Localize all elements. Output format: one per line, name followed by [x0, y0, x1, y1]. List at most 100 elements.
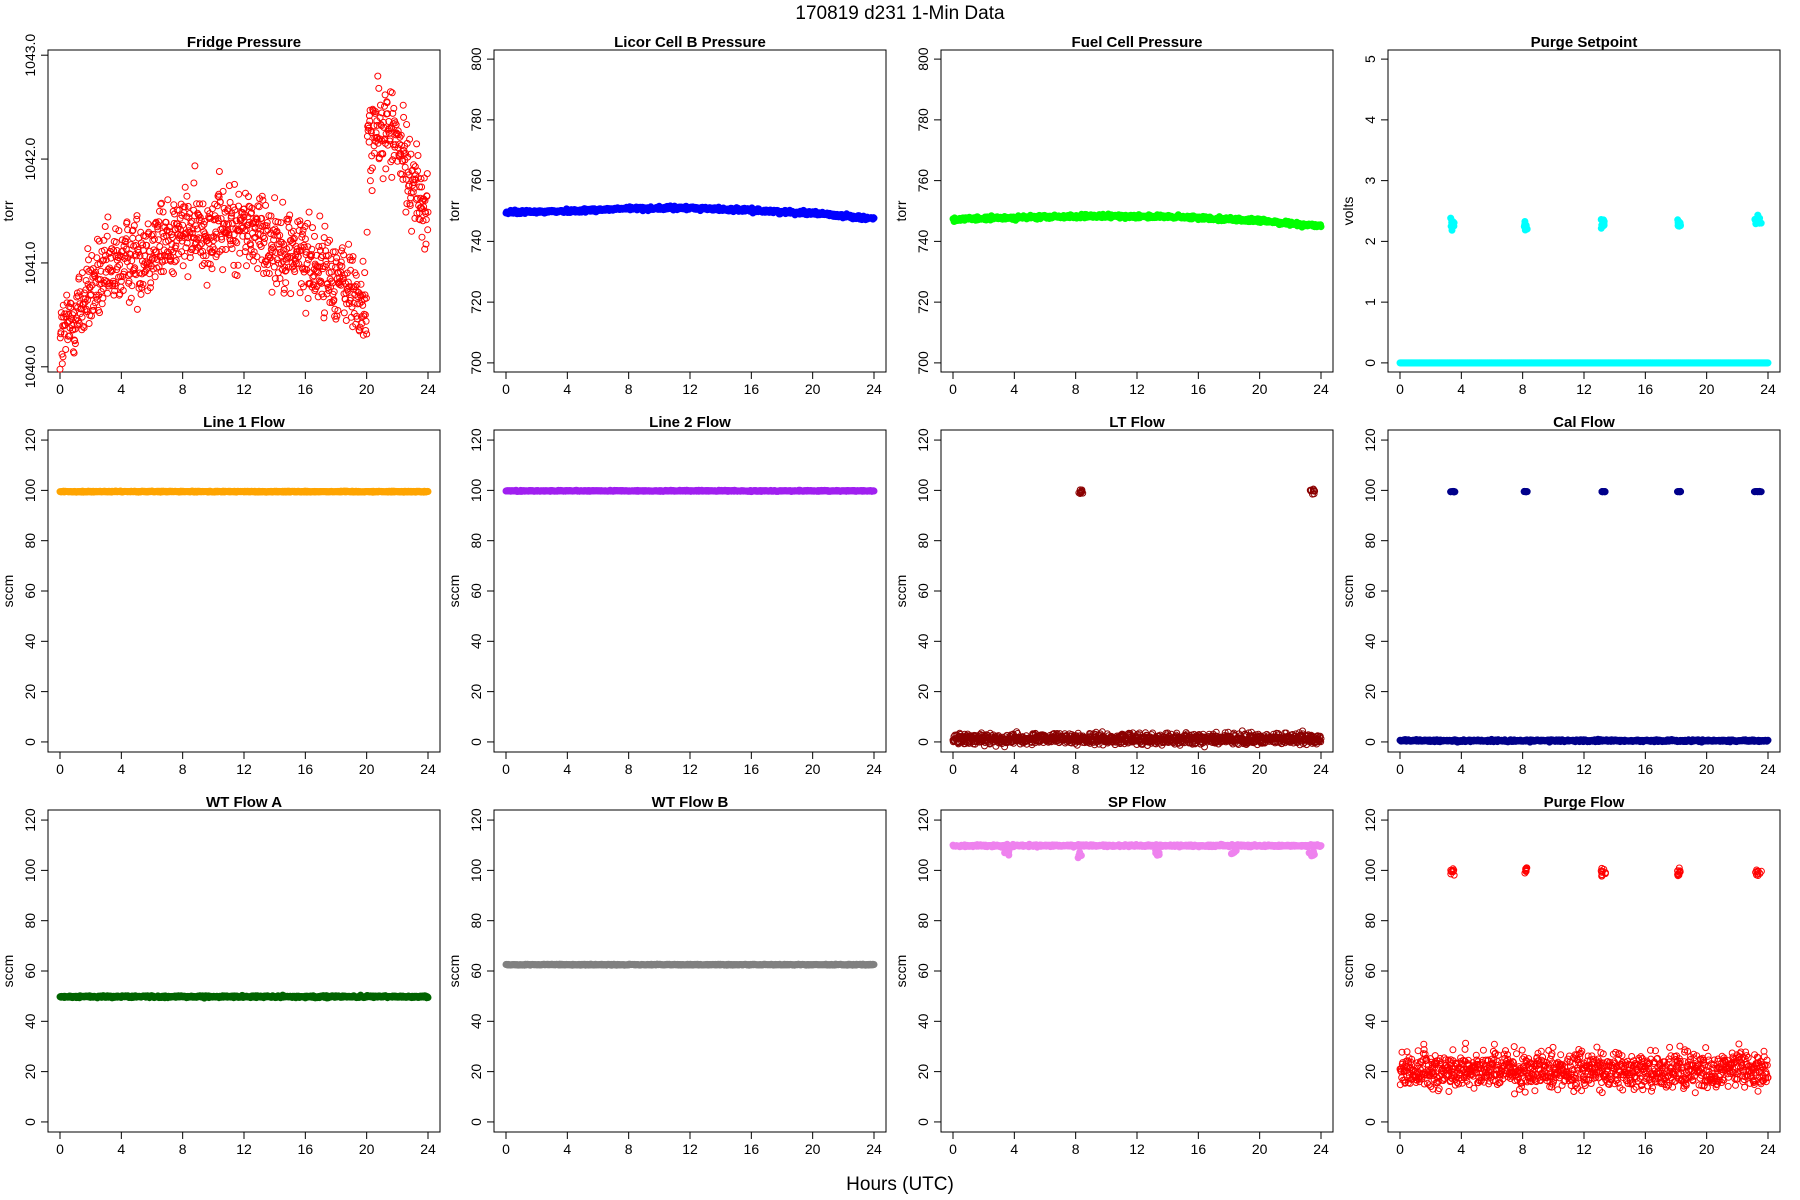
data-point — [243, 262, 250, 270]
y-tick-label: 800 — [915, 47, 931, 71]
data-point — [172, 256, 180, 264]
data-point — [254, 265, 262, 273]
x-tick-label: 4 — [563, 761, 571, 777]
y-tick-label: 2 — [1362, 237, 1378, 245]
panel-title: Fridge Pressure — [187, 34, 301, 51]
data-point — [170, 270, 177, 278]
data-point — [98, 300, 106, 308]
x-tick-label: 20 — [359, 381, 375, 397]
data-point — [94, 235, 101, 243]
y-tick-label: 700 — [468, 351, 484, 375]
data-point — [219, 266, 227, 274]
data-point — [133, 212, 141, 220]
data-point — [64, 336, 72, 344]
data-point — [160, 268, 167, 275]
data-point — [143, 241, 151, 249]
data-point — [155, 218, 163, 226]
data-point — [870, 487, 878, 495]
y-tick-label: 700 — [915, 351, 931, 375]
x-tick-label: 0 — [502, 761, 510, 777]
data-point — [157, 200, 165, 208]
x-tick-label: 20 — [359, 761, 375, 777]
x-tick-label: 12 — [1129, 381, 1145, 397]
data-point — [165, 223, 173, 231]
x-tick-label: 24 — [866, 381, 882, 397]
y-tick-label: 740 — [468, 229, 484, 253]
data-point — [870, 214, 878, 222]
x-tick-label: 0 — [1396, 381, 1404, 397]
y-tick-label: 800 — [468, 47, 484, 71]
data-point — [56, 365, 64, 373]
data-point — [279, 198, 287, 206]
data-point — [102, 256, 110, 264]
x-tick-label: 16 — [744, 381, 760, 397]
y-tick-label: 120 — [915, 428, 931, 452]
x-tick-label: 12 — [682, 381, 698, 397]
y-tick-label: 120 — [468, 428, 484, 452]
x-tick-label: 12 — [236, 761, 252, 777]
data-point — [131, 270, 139, 277]
data-point — [110, 247, 118, 255]
y-tick-label: 40 — [468, 633, 484, 649]
y-tick-label: 20 — [468, 684, 484, 700]
data-point — [99, 257, 106, 265]
data-point — [399, 101, 407, 109]
y-tick-label: 3 — [1362, 177, 1378, 185]
y-tick-label: 780 — [468, 108, 484, 132]
data-point — [145, 270, 153, 278]
y-tick-label: 20 — [22, 684, 38, 700]
data-point — [122, 245, 130, 253]
data-point — [191, 162, 199, 170]
data-point — [81, 298, 89, 306]
data-point — [76, 310, 84, 318]
data-point — [179, 262, 187, 270]
y-tick-label: 0 — [1362, 359, 1378, 367]
data-point — [262, 201, 270, 209]
plot-frame — [940, 429, 1334, 753]
data-point — [149, 230, 157, 238]
figure-title: 170819 d231 1-Min Data — [795, 3, 1005, 24]
y-tick-label: 1042.0 — [22, 137, 38, 180]
data-point — [363, 228, 371, 236]
panel-title: Purge Setpoint — [1531, 34, 1638, 51]
data-point — [402, 208, 410, 216]
data-point — [190, 206, 198, 214]
data-point — [179, 221, 187, 229]
data-point — [223, 227, 231, 235]
data-point — [321, 222, 329, 230]
data-point — [206, 260, 214, 268]
data-point — [1598, 221, 1606, 229]
data-point — [400, 113, 408, 121]
data-point — [70, 309, 78, 317]
data-point — [66, 332, 74, 340]
data-point — [361, 269, 369, 277]
x-tick-label: 12 — [1129, 761, 1145, 777]
data-point — [141, 259, 149, 267]
data-point — [199, 247, 207, 255]
x-tick-label: 24 — [1313, 381, 1329, 397]
plot-frame — [940, 49, 1334, 373]
x-tick-label: 0 — [502, 381, 510, 397]
panel-title: Line 2 Flow — [649, 414, 731, 431]
data-point — [155, 263, 163, 271]
data-point — [57, 328, 65, 336]
data-point — [112, 238, 120, 246]
data-point — [202, 252, 210, 260]
data-point — [1676, 219, 1684, 227]
data-point — [340, 309, 348, 317]
y-tick-label: 80 — [468, 533, 484, 549]
data-point — [408, 227, 416, 235]
data-point — [303, 260, 311, 268]
data-point — [90, 306, 98, 314]
data-point — [135, 284, 143, 292]
data-point — [168, 231, 175, 239]
data-point — [228, 245, 236, 253]
y-tick-label: 740 — [915, 229, 931, 253]
y-axis-label: sccm — [446, 575, 462, 608]
series-points — [949, 210, 1325, 231]
data-point — [123, 218, 131, 226]
y-tick-label: 0 — [468, 738, 484, 746]
